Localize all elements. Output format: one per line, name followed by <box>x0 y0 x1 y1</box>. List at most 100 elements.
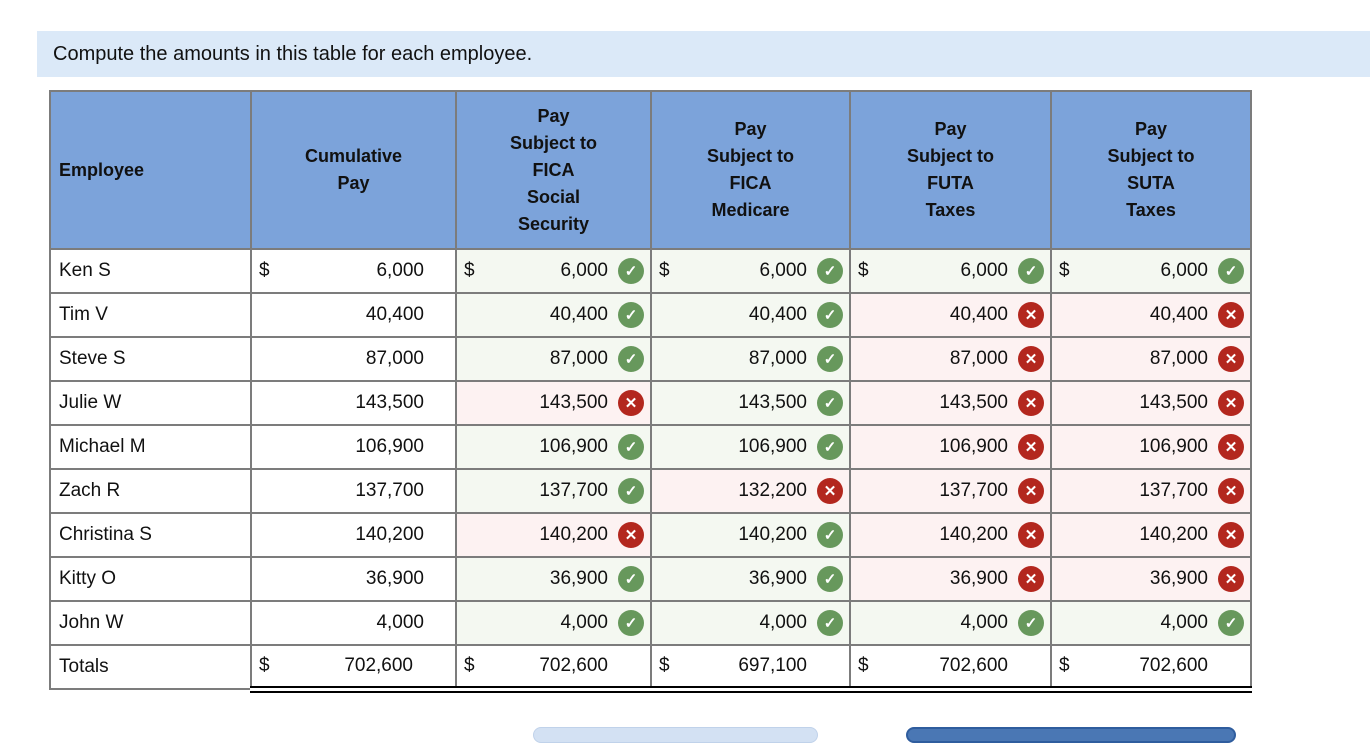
answer-cell[interactable]: 137,700 ✕ <box>1050 468 1252 514</box>
header-row: Employee Cumulative Pay Pay Subject to F… <box>49 90 1252 250</box>
check-icon: ✓ <box>618 610 644 636</box>
totals-cell: $702,600 <box>455 644 652 693</box>
answer-cell[interactable]: 40,400 ✓ <box>650 292 851 338</box>
answer-value: 106,900 <box>1139 436 1208 457</box>
answer-cell[interactable]: 143,500 ✕ <box>455 380 652 426</box>
check-icon: ✓ <box>618 302 644 328</box>
answer-value: 4,000 <box>960 612 1008 633</box>
x-icon: ✕ <box>1018 478 1044 504</box>
cumulative-pay-value: 137,700 <box>355 480 424 501</box>
employee-name: Christina S <box>49 512 252 558</box>
dollar-sign: $ <box>659 260 670 281</box>
x-icon: ✕ <box>1218 302 1244 328</box>
check-icon: ✓ <box>817 258 843 284</box>
answer-value: 87,000 <box>949 348 1008 369</box>
check-icon: ✓ <box>817 390 843 416</box>
column-header-futa-taxes: Pay Subject to FUTA Taxes <box>849 90 1052 250</box>
answer-cell[interactable]: 143,500 ✓ <box>650 380 851 426</box>
answer-cell[interactable]: 36,900 ✕ <box>1050 556 1252 602</box>
answer-value: 106,900 <box>539 436 608 457</box>
answer-value: 36,900 <box>1149 568 1208 589</box>
cumulative-pay-value: 36,900 <box>365 568 424 589</box>
answer-value: 4,000 <box>560 612 608 633</box>
answer-cell[interactable]: 140,200 ✕ <box>849 512 1052 558</box>
cumulative-pay-cell: 106,900 <box>250 424 457 470</box>
answer-cell[interactable]: 87,000 ✕ <box>849 336 1052 382</box>
answer-cell[interactable]: 36,900 ✓ <box>455 556 652 602</box>
answer-cell[interactable]: 140,200 ✕ <box>1050 512 1252 558</box>
answer-cell[interactable]: $6,000 ✓ <box>1050 248 1252 294</box>
answer-value: 6,000 <box>960 260 1008 281</box>
check-icon: ✓ <box>618 434 644 460</box>
answer-value: 40,400 <box>748 304 807 325</box>
answer-cell[interactable]: 140,200 ✓ <box>650 512 851 558</box>
dollar-sign: $ <box>858 260 869 281</box>
answer-value: 143,500 <box>539 392 608 413</box>
answer-cell[interactable]: 106,900 ✕ <box>1050 424 1252 470</box>
answer-cell[interactable]: 106,900 ✓ <box>455 424 652 470</box>
answer-cell[interactable]: 140,200 ✕ <box>455 512 652 558</box>
answer-value: 6,000 <box>560 260 608 281</box>
answer-value: 40,400 <box>549 304 608 325</box>
table-row: Julie W 143,500 143,500 ✕ 143,500 ✓ 143,500 ✕ 14… <box>49 380 1252 426</box>
x-icon: ✕ <box>1218 478 1244 504</box>
answer-cell[interactable]: 143,500 ✕ <box>1050 380 1252 426</box>
totals-value: 697,100 <box>738 654 807 676</box>
dollar-sign: $ <box>464 654 475 676</box>
answer-cell[interactable]: 87,000 ✓ <box>650 336 851 382</box>
x-icon: ✕ <box>1018 390 1044 416</box>
check-icon: ✓ <box>618 478 644 504</box>
column-header-fica-medicare: Pay Subject to FICA Medicare <box>650 90 851 250</box>
check-icon: ✓ <box>1218 258 1244 284</box>
cumulative-pay-cell: 4,000 <box>250 600 457 646</box>
answer-cell[interactable]: 40,400 ✕ <box>1050 292 1252 338</box>
answer-cell[interactable]: 4,000 ✓ <box>650 600 851 646</box>
answer-cell[interactable]: $6,000 ✓ <box>455 248 652 294</box>
employee-name: Ken S <box>49 248 252 294</box>
dollar-sign: $ <box>259 260 270 281</box>
table-row: Tim V 40,400 40,400 ✓ 40,400 ✓ 40,400 ✕ 40,400 ✕ <box>49 292 1252 338</box>
answer-value: 143,500 <box>738 392 807 413</box>
dollar-sign: $ <box>259 654 270 676</box>
answer-cell[interactable]: 4,000 ✓ <box>849 600 1052 646</box>
dollar-sign: $ <box>1059 654 1070 676</box>
answer-value: 137,700 <box>539 480 608 501</box>
x-icon: ✕ <box>1218 522 1244 548</box>
answer-cell[interactable]: 36,900 ✓ <box>650 556 851 602</box>
answer-cell[interactable]: 87,000 ✓ <box>455 336 652 382</box>
partial-dark-button[interactable] <box>906 727 1236 743</box>
check-icon: ✓ <box>618 566 644 592</box>
totals-value: 702,600 <box>1139 654 1208 676</box>
answer-cell[interactable]: 137,700 ✓ <box>455 468 652 514</box>
table-row: Zach R 137,700 137,700 ✓ 132,200 ✕ 137,700 ✕ 137… <box>49 468 1252 514</box>
answer-value: 132,200 <box>738 480 807 501</box>
x-icon: ✕ <box>1218 434 1244 460</box>
totals-cell: $702,600 <box>250 644 457 693</box>
answer-value: 106,900 <box>939 436 1008 457</box>
answer-cell[interactable]: 4,000 ✓ <box>455 600 652 646</box>
answer-cell[interactable]: $6,000 ✓ <box>650 248 851 294</box>
cumulative-pay-value: 143,500 <box>355 392 424 413</box>
cumulative-pay-cell: 143,500 <box>250 380 457 426</box>
answer-value: 137,700 <box>939 480 1008 501</box>
answer-value: 137,700 <box>1139 480 1208 501</box>
answer-cell[interactable]: 4,000 ✓ <box>1050 600 1252 646</box>
answer-cell[interactable]: 40,400 ✕ <box>849 292 1052 338</box>
totals-value: 702,600 <box>344 654 413 676</box>
answer-cell[interactable]: 40,400 ✓ <box>455 292 652 338</box>
answer-cell[interactable]: 132,200 ✕ <box>650 468 851 514</box>
totals-cell: $702,600 <box>849 644 1052 693</box>
answer-cell[interactable]: 143,500 ✕ <box>849 380 1052 426</box>
cumulative-pay-cell: 140,200 <box>250 512 457 558</box>
check-icon: ✓ <box>1218 610 1244 636</box>
answer-cell[interactable]: 36,900 ✕ <box>849 556 1052 602</box>
answer-cell[interactable]: 87,000 ✕ <box>1050 336 1252 382</box>
answer-cell[interactable]: 137,700 ✕ <box>849 468 1052 514</box>
answer-cell[interactable]: 106,900 ✓ <box>650 424 851 470</box>
check-icon: ✓ <box>1018 258 1044 284</box>
answer-value: 140,200 <box>1139 524 1208 545</box>
partial-light-button[interactable] <box>533 727 818 743</box>
answer-cell[interactable]: $6,000 ✓ <box>849 248 1052 294</box>
x-icon: ✕ <box>1218 346 1244 372</box>
answer-cell[interactable]: 106,900 ✕ <box>849 424 1052 470</box>
